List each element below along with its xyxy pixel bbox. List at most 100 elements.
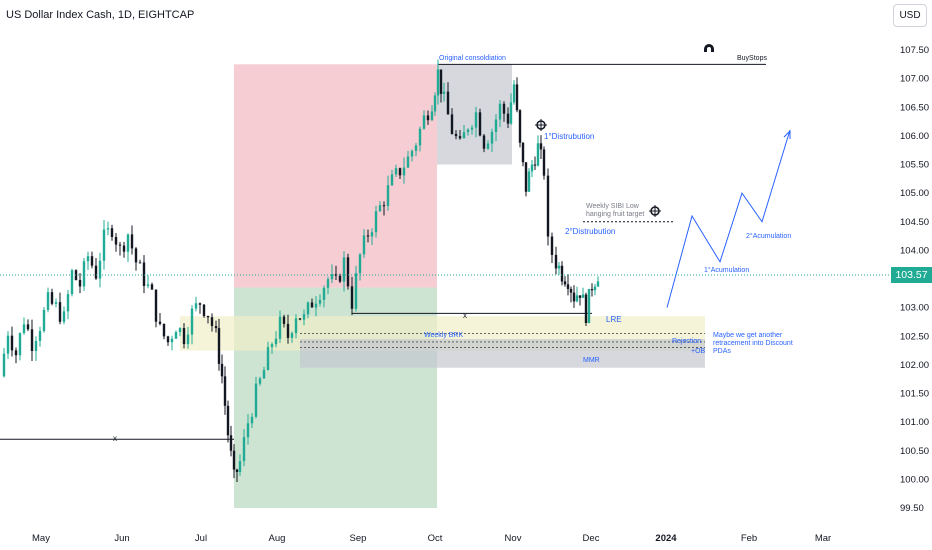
price-tick-label: 100.00 xyxy=(900,474,929,485)
candle-body xyxy=(310,302,314,308)
candle-body xyxy=(150,284,154,290)
annotation-note-3: PDAs xyxy=(713,348,731,355)
candle-body xyxy=(270,344,274,348)
candle-body xyxy=(282,316,286,324)
crosshair-icon xyxy=(649,205,661,217)
chart-title: US Dollar Index Cash, 1D, EIGHTCAP xyxy=(6,9,195,21)
candle-body xyxy=(202,304,206,316)
candle-body xyxy=(569,288,573,293)
candle-body xyxy=(436,69,440,96)
time-tick-label: May xyxy=(32,533,50,544)
annotation-accumulation-1: 1°Acumulation xyxy=(704,266,749,274)
price-tick-label: 105.50 xyxy=(900,160,929,171)
candle-body xyxy=(134,248,138,263)
candle-body xyxy=(533,164,537,166)
candle-body xyxy=(210,317,214,327)
candle-body xyxy=(593,286,597,291)
price-tick-label: 106.50 xyxy=(900,102,929,113)
candle-body xyxy=(46,292,50,310)
candle-body xyxy=(262,370,266,379)
candle-body xyxy=(42,309,46,332)
candle-body xyxy=(70,270,74,295)
candle-body xyxy=(572,292,576,302)
candle-body xyxy=(470,127,474,130)
crosshair-icon xyxy=(535,119,547,131)
price-tick-label: 101.50 xyxy=(900,389,929,400)
candle-body xyxy=(154,289,158,322)
candle-body xyxy=(286,323,290,338)
annotation-weekly-brk: Weekly BRK xyxy=(424,332,463,339)
candle-body xyxy=(142,262,146,286)
candle-body xyxy=(34,340,38,351)
candle-body xyxy=(575,295,579,302)
candle-body xyxy=(206,315,210,318)
candle-body xyxy=(290,333,294,338)
candle-body xyxy=(102,229,106,261)
zones-layer xyxy=(180,64,705,508)
candle-body xyxy=(38,331,42,341)
candle-body xyxy=(170,338,174,343)
candle-body xyxy=(298,318,302,320)
candle-body xyxy=(584,294,588,324)
candle-body xyxy=(394,168,398,175)
candle-body xyxy=(146,284,150,286)
candle-body xyxy=(258,378,262,384)
candle-body xyxy=(194,303,198,309)
price-scale: 107.50 107.00 106.50 106.00 105.50 105.00 104.… xyxy=(900,45,929,514)
price-tick-label: 103.00 xyxy=(900,303,929,314)
time-tick-label: Mar xyxy=(815,533,831,544)
candle-body xyxy=(498,103,502,120)
candle-body xyxy=(422,115,426,129)
candle-body xyxy=(524,162,528,192)
time-tick-label: Feb xyxy=(741,533,757,544)
candle-body xyxy=(521,142,525,163)
candle-body xyxy=(466,129,470,133)
candle-body xyxy=(550,236,554,255)
mmr-zone xyxy=(300,339,705,368)
time-tick-label: Jun xyxy=(114,533,129,544)
candle-body xyxy=(278,316,282,339)
candle-body xyxy=(98,260,102,279)
candle-body xyxy=(566,284,570,289)
candle-body xyxy=(414,145,418,151)
candle-body xyxy=(554,254,558,269)
time-tick-label: Aug xyxy=(269,533,286,544)
candle-body xyxy=(130,234,134,249)
candle-body xyxy=(106,228,110,230)
candle-body xyxy=(354,273,358,309)
candle-body xyxy=(10,335,14,351)
candle-body xyxy=(482,135,486,149)
candle-body xyxy=(58,302,62,322)
price-tick-label: 102.50 xyxy=(900,331,929,342)
candle-body xyxy=(578,295,582,298)
candle-body xyxy=(50,292,54,304)
candle-body xyxy=(138,262,142,264)
candle-body xyxy=(82,261,86,287)
candle-body xyxy=(114,237,118,245)
candle-body xyxy=(494,119,498,132)
candle-body xyxy=(370,232,374,237)
premium-zone xyxy=(234,64,437,288)
candle-body xyxy=(590,289,594,291)
candle-body xyxy=(110,228,114,238)
candle-body xyxy=(26,324,30,330)
candle-body xyxy=(90,256,94,266)
current-price-badge: 103.57 xyxy=(891,267,932,283)
candle-body xyxy=(338,275,342,282)
price-tick-label: 102.00 xyxy=(900,360,929,371)
price-tick-label: 99.50 xyxy=(900,503,924,514)
candle-body xyxy=(302,314,306,320)
candle-body xyxy=(557,265,561,269)
price-tick-label: 105.00 xyxy=(900,188,929,199)
annotation-mmr: MMR xyxy=(583,357,600,364)
annotation-weekly-sibi: Weekly SIBI Low xyxy=(586,203,640,210)
candle-body xyxy=(6,335,10,354)
candle-body xyxy=(382,205,386,207)
candle-body xyxy=(515,84,519,111)
currency-button[interactable]: USD xyxy=(893,4,927,27)
candle-body xyxy=(446,91,450,115)
candle-body xyxy=(518,110,522,143)
candle-body xyxy=(406,156,410,168)
time-tick-label: Nov xyxy=(505,533,522,544)
